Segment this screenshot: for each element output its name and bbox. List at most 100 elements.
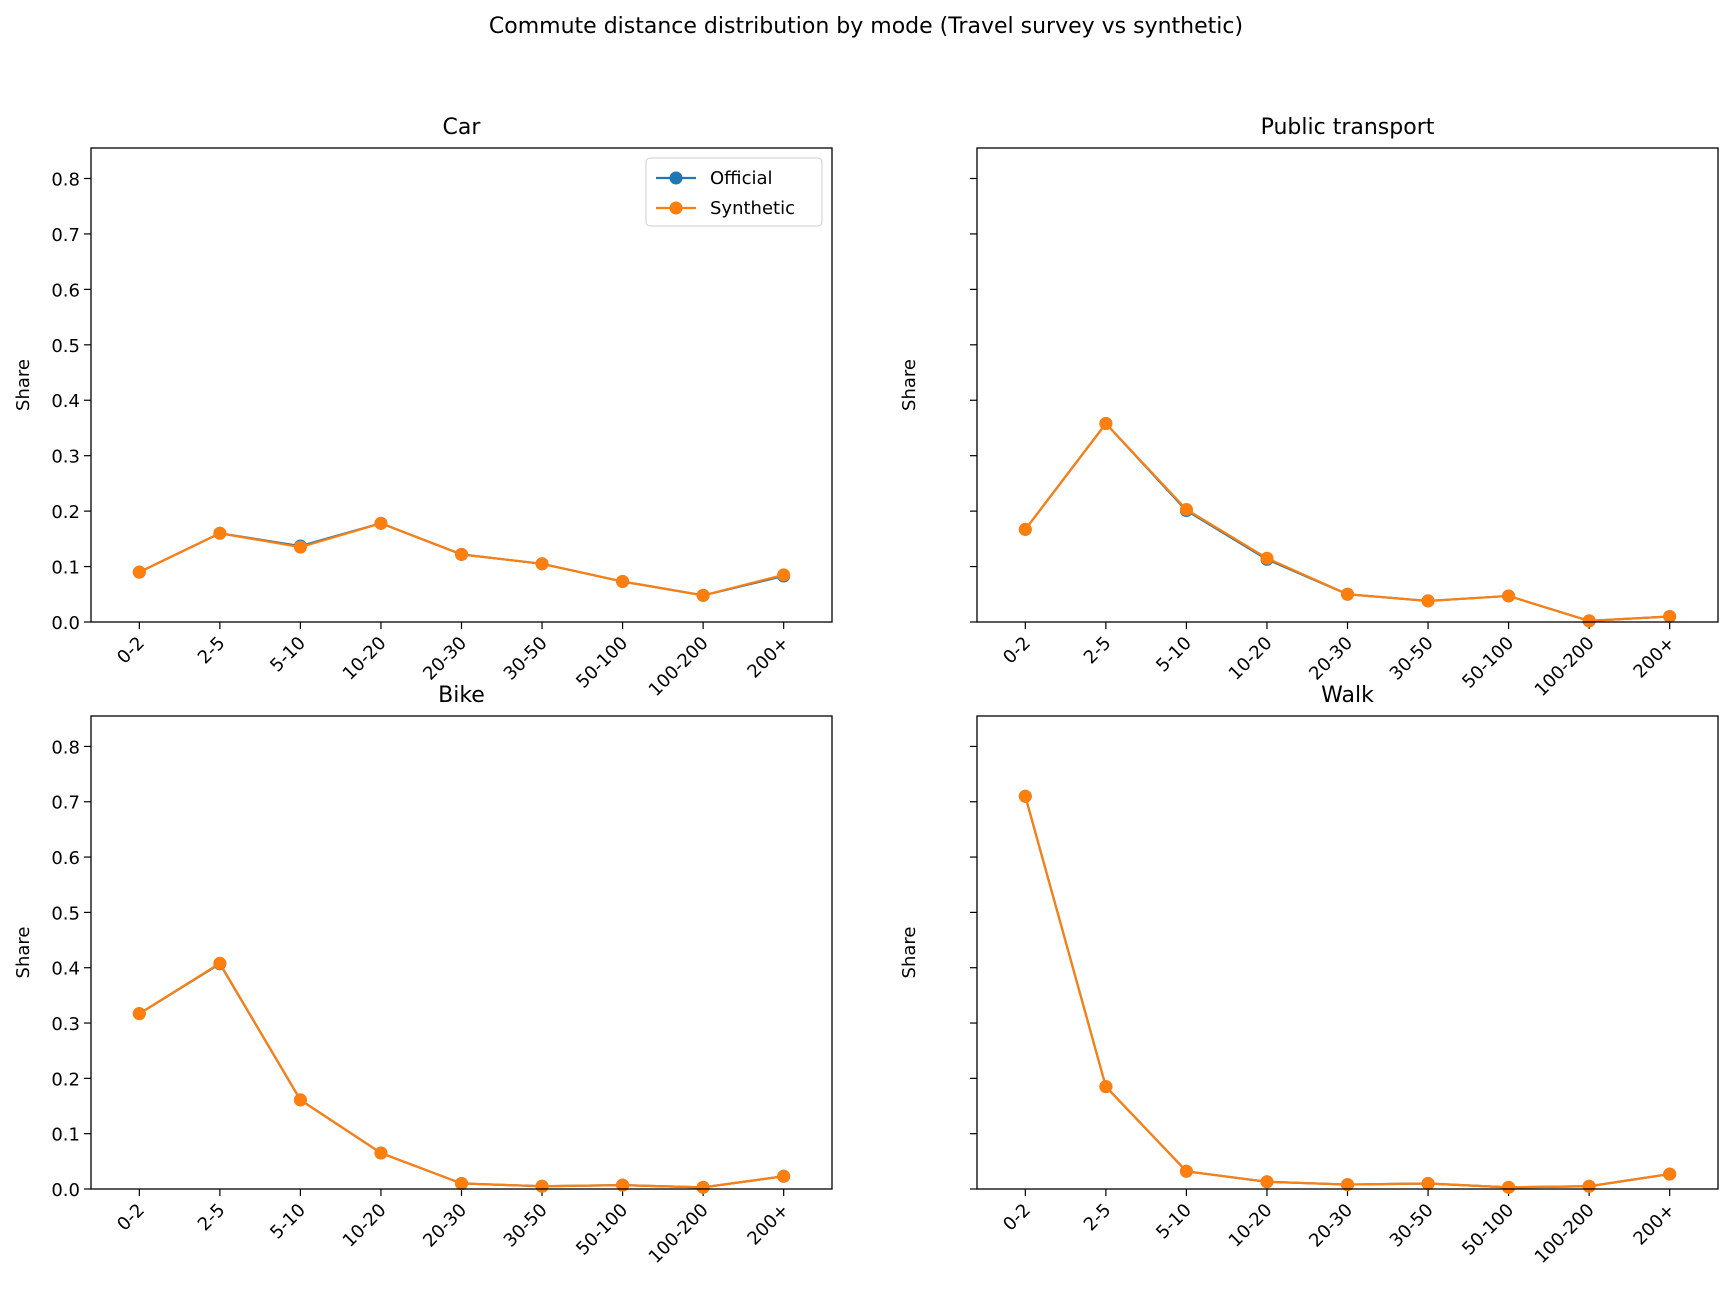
series-line-official [1024, 795, 1670, 1189]
data-point-synthetic [1663, 1167, 1677, 1181]
x-tick-label: 5-10 [1152, 1200, 1196, 1244]
legend-label: Official [710, 168, 773, 189]
data-point-synthetic [1341, 587, 1354, 601]
x-tick-label: 10-20 [339, 1200, 391, 1252]
x-tick-label: 200+ [1629, 633, 1679, 683]
y-tick-label: 0.0 [51, 1180, 80, 1201]
x-tick-label: 200+ [743, 633, 793, 683]
data-point-synthetic [1099, 417, 1113, 431]
x-tick-label: 100-200 [1531, 633, 1599, 701]
data-point-synthetic [1018, 789, 1032, 803]
y-axis-label: Share [13, 359, 34, 411]
y-tick-label: 0.4 [51, 959, 80, 980]
x-tick-label: 100-200 [645, 1200, 713, 1268]
y-tick-label: 0.0 [51, 613, 80, 634]
y-tick-label: 0.6 [51, 280, 80, 301]
y-tick-label: 0.2 [51, 502, 80, 523]
data-point-synthetic [374, 516, 388, 530]
data-point-synthetic [777, 1169, 791, 1183]
data-point-synthetic [535, 1179, 549, 1193]
x-tick-label: 20-30 [1305, 1200, 1357, 1252]
data-point-synthetic [213, 956, 227, 970]
x-tick-label: 0-2 [999, 633, 1035, 669]
data-point-synthetic [696, 588, 710, 602]
y-tick-label: 0.5 [51, 336, 80, 357]
y-tick-label: 0.3 [51, 447, 80, 468]
x-tick-label: 100-200 [1531, 1200, 1599, 1268]
x-tick-label: 50-100 [1458, 633, 1518, 693]
data-point-synthetic [1502, 1180, 1516, 1194]
y-tick-label: 0.5 [51, 903, 80, 924]
data-point-synthetic [1341, 1178, 1354, 1192]
y-axis-label: Share [899, 359, 920, 411]
y-tick-label: 0.6 [51, 848, 80, 869]
x-tick-label: 2-5 [1080, 1200, 1116, 1236]
x-tick-label: 30-50 [500, 633, 552, 685]
series-line-official [138, 962, 784, 1189]
x-tick-label: 10-20 [339, 633, 391, 685]
x-tick-label: 50-100 [1458, 1200, 1518, 1260]
data-point-synthetic [1179, 502, 1193, 516]
x-tick-label: 2-5 [1080, 633, 1116, 669]
x-tick-label: 5-10 [266, 633, 310, 677]
axes-frame [90, 715, 833, 1190]
subplot-title: Public transport [1261, 115, 1435, 140]
data-point-synthetic [1502, 589, 1516, 603]
data-point-synthetic [1663, 609, 1677, 623]
y-tick-label: 0.1 [51, 558, 80, 579]
y-axis-label: Share [13, 927, 34, 979]
y-tick-label: 0.7 [51, 225, 80, 246]
x-tick-label: 2-5 [194, 633, 230, 669]
data-point-synthetic [1260, 551, 1274, 565]
subplot-public-transport: Public transport Share 0-2 2-5 5-10 10-20 20-3… [899, 115, 1719, 701]
y-tick-label: 0.2 [51, 1069, 80, 1090]
x-tick-label: 30-50 [1386, 633, 1438, 685]
y-tick-label: 0.3 [51, 1014, 80, 1035]
x-tick-label: 30-50 [500, 1200, 552, 1252]
data-point-synthetic [1018, 522, 1032, 536]
data-point-synthetic [1179, 1164, 1193, 1178]
y-axis-label: Share [899, 927, 920, 979]
series-line-synthetic [138, 961, 784, 1189]
data-point-synthetic [535, 557, 549, 571]
subplot-car: Car Share 0.0 0.1 0.2 0.3 0.4 0.5 0.6 0.7 0.8 0-2 2-… [13, 115, 833, 701]
data-point-synthetic [777, 568, 791, 582]
x-tick-label: 2-5 [194, 1200, 230, 1236]
axes-frame [976, 147, 1719, 623]
data-point-synthetic [616, 1178, 630, 1192]
x-tick-label: 10-20 [1225, 633, 1277, 685]
series-line-synthetic [1024, 795, 1670, 1189]
subplot-bike: Bike Share 0.0 0.1 0.2 0.3 0.4 0.5 0.6 0.7 0.8 0-2 2… [13, 683, 833, 1268]
legend: Official Synthetic [645, 157, 823, 227]
y-tick-label: 0.4 [51, 391, 80, 412]
data-point-synthetic [132, 565, 146, 579]
data-point-synthetic [696, 1180, 710, 1194]
data-point-synthetic [616, 575, 630, 589]
y-tick-label: 0.8 [51, 169, 80, 190]
subplot-title: Car [443, 115, 482, 140]
data-point-synthetic [455, 1176, 468, 1190]
x-tick-label: 5-10 [266, 1200, 310, 1244]
x-tick-label: 20-30 [1305, 633, 1357, 685]
x-tick-label: 20-30 [419, 1200, 471, 1252]
data-point-synthetic [293, 540, 307, 554]
x-tick-label: 5-10 [1152, 633, 1196, 677]
legend-marker [669, 201, 683, 215]
x-tick-label: 200+ [743, 1200, 793, 1250]
x-tick-label: 200+ [1629, 1200, 1679, 1250]
axes-frame [976, 715, 1719, 1190]
x-tick-label: 100-200 [645, 633, 713, 701]
y-tick-label: 0.8 [51, 737, 80, 758]
data-point-synthetic [293, 1093, 307, 1107]
x-tick-label: 0-2 [113, 633, 149, 669]
subplot-title: Walk [1321, 683, 1374, 708]
data-point-synthetic [132, 1007, 146, 1021]
data-point-synthetic [213, 526, 227, 540]
data-point-synthetic [1260, 1175, 1274, 1189]
figure-title: Commute distance distribution by mode (T… [489, 14, 1243, 39]
data-point-synthetic [1582, 614, 1596, 628]
subplot-walk: Walk Share 0-2 2-5 5-10 10-20 20-30 30-50 50-100… [899, 683, 1719, 1268]
legend-label: Synthetic [710, 198, 795, 219]
